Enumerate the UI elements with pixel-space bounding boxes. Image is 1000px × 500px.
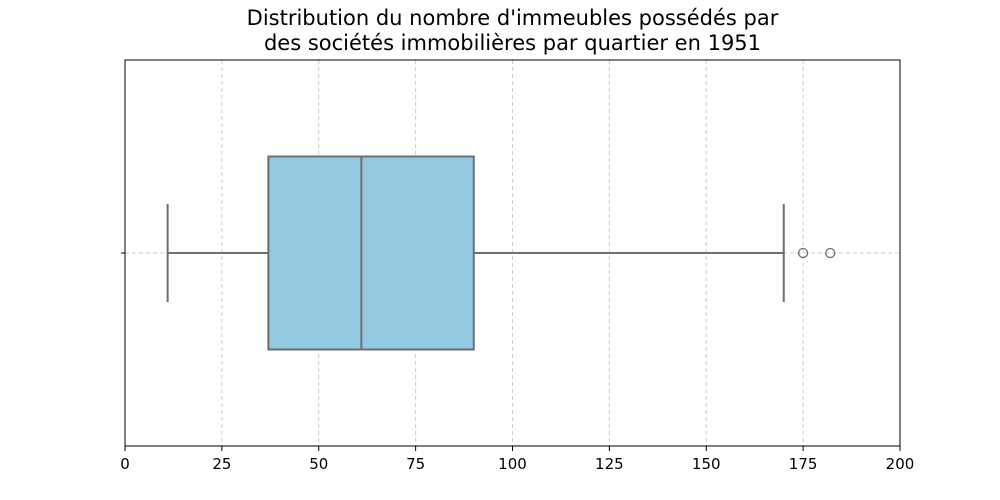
x-tick-label-150: 150 <box>692 455 721 473</box>
x-tick-label-125: 125 <box>595 455 624 473</box>
chart-title: Distribution du nombre d'immeubles possé… <box>0 6 1000 56</box>
x-tick-label-25: 25 <box>212 455 231 473</box>
x-tick-label-175: 175 <box>789 455 818 473</box>
outlier-point-2 <box>825 247 836 259</box>
x-tick-label-0: 0 <box>120 455 130 473</box>
x-tick-label-75: 75 <box>406 455 425 473</box>
box-iqr <box>267 155 475 351</box>
chart-title-line-1: Distribution du nombre d'immeubles possé… <box>246 6 779 30</box>
x-tick-label-100: 100 <box>498 455 527 473</box>
outlier-point-1 <box>797 247 809 259</box>
box-plot-marks <box>166 155 836 351</box>
chart-title-line-2: des sociétés immobilières par quartier e… <box>263 31 762 55</box>
x-tick-label-200: 200 <box>886 455 915 473</box>
x-tick-label-50: 50 <box>309 455 328 473</box>
x-axis: 0 25 50 75 100 125 150 175 200 <box>120 252 915 473</box>
